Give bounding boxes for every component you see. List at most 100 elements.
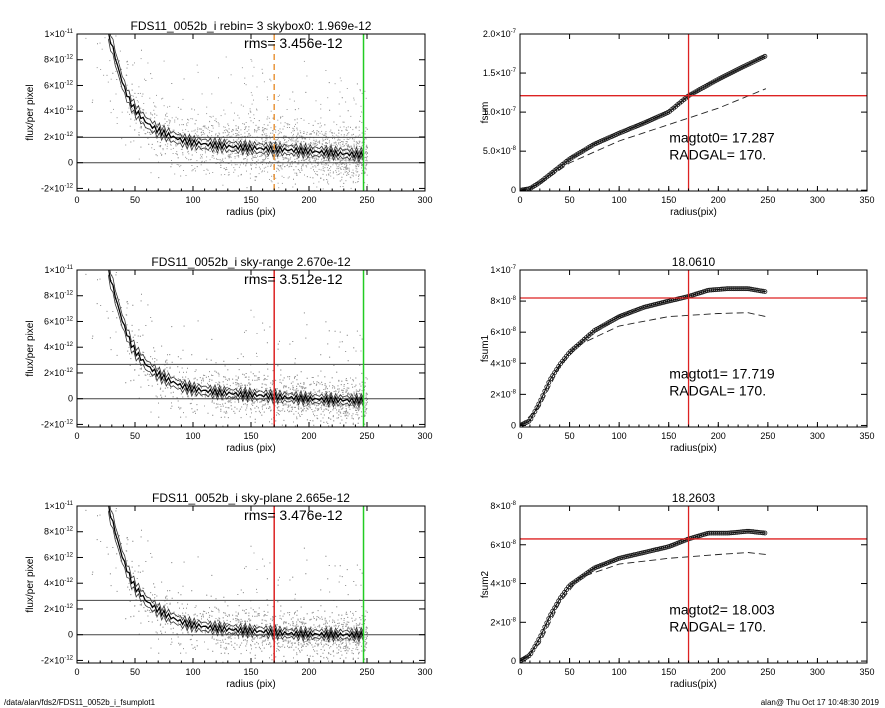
scatter-point <box>345 101 347 103</box>
scatter-point <box>345 151 347 153</box>
scatter-point <box>348 145 350 147</box>
scatter-point <box>158 402 159 404</box>
scatter-point <box>343 155 344 157</box>
scatter-point <box>225 387 227 389</box>
scatter-point <box>232 129 234 131</box>
scatter-point <box>360 159 362 161</box>
scatter-point <box>230 153 232 155</box>
scatter-point <box>250 408 252 410</box>
scatter-point <box>339 180 341 182</box>
scatter-point <box>263 146 265 147</box>
scatter-point <box>270 127 272 129</box>
scatter-point <box>345 422 347 424</box>
scatter-point <box>281 132 282 134</box>
scatter-point <box>168 124 170 126</box>
scatter-point <box>343 157 345 159</box>
scatter-point <box>358 408 360 410</box>
scatter-point <box>217 122 219 124</box>
scatter-point <box>308 399 310 401</box>
scatter-point <box>143 129 145 131</box>
scatter-point <box>244 132 246 134</box>
scatter-point <box>154 117 156 119</box>
scatter-point <box>165 114 167 116</box>
scatter-point <box>181 135 183 137</box>
scatter-point <box>342 168 344 170</box>
scatter-point <box>293 145 295 146</box>
scatter-point <box>221 141 223 143</box>
scatter-point <box>321 143 323 145</box>
y-tick-label: 2.0×10-7 <box>483 29 517 39</box>
scatter-point <box>204 147 206 149</box>
scatter-point <box>314 410 316 412</box>
y-axis-label: flux/per pixel <box>25 84 36 140</box>
scatter-point <box>207 136 209 138</box>
scatter-point <box>243 163 244 165</box>
scatter-point <box>244 77 246 79</box>
x-tick-label: 50 <box>130 195 140 205</box>
scatter-point <box>255 176 257 178</box>
scatter-point <box>360 115 361 117</box>
scatter-point <box>249 152 250 154</box>
scatter-point <box>278 141 280 143</box>
scatter-point <box>235 395 237 397</box>
scatter-point <box>316 428 317 429</box>
scatter-point <box>314 404 316 406</box>
scatter-point <box>292 127 294 129</box>
scatter-point <box>240 353 242 355</box>
scatter-point <box>287 406 289 408</box>
scatter-point <box>185 175 187 176</box>
scatter-point <box>224 140 226 142</box>
scatter-point <box>329 109 331 111</box>
scatter-point <box>197 134 199 136</box>
plot-area <box>520 34 867 191</box>
scatter-point <box>346 174 348 176</box>
scatter-point <box>127 64 129 65</box>
scatter-point <box>336 371 338 373</box>
scatter-point <box>161 345 163 347</box>
scatter-point <box>351 154 353 156</box>
scatter-point <box>275 143 276 145</box>
scatter-point <box>341 176 343 178</box>
scatter-point <box>215 382 217 383</box>
scatter-point <box>327 182 328 184</box>
scatter-point <box>237 358 239 359</box>
scatter-point <box>282 405 284 406</box>
scatter-point <box>310 142 312 144</box>
scatter-point <box>336 409 337 411</box>
scatter-point <box>282 143 284 145</box>
scatter-point <box>256 161 258 162</box>
scatter-point <box>352 413 354 415</box>
x-tick-label: 300 <box>417 195 432 205</box>
scatter-point <box>220 174 222 176</box>
scatter-point <box>254 156 255 158</box>
scatter-point <box>355 403 357 405</box>
scatter-point <box>315 158 317 159</box>
scatter-point <box>245 122 247 123</box>
scatter-point <box>170 144 172 146</box>
fsum-curve <box>520 55 767 191</box>
scatter-point <box>249 117 251 119</box>
scatter-point <box>330 158 332 160</box>
scatter-point <box>283 177 285 178</box>
x-tick-label: 150 <box>243 195 258 205</box>
scatter-point <box>236 130 238 131</box>
scatter-point <box>353 393 355 395</box>
scatter-point <box>271 151 273 153</box>
scatter-point <box>359 146 361 147</box>
scatter-point <box>340 163 342 165</box>
scatter-point <box>235 133 237 134</box>
scatter-point <box>185 156 187 158</box>
scatter-point <box>211 401 213 403</box>
scatter-point <box>333 391 335 392</box>
scatter-point <box>296 122 298 124</box>
scatter-point <box>201 128 203 130</box>
scatter-point <box>233 171 235 173</box>
scatter-point <box>357 142 359 144</box>
scatter-point <box>323 170 325 172</box>
scatter-point <box>230 102 232 104</box>
scatter-point <box>332 387 333 389</box>
scatter-point <box>353 391 355 393</box>
scatter-point <box>287 151 289 153</box>
scatter-point <box>313 156 315 157</box>
scatter-point <box>272 157 274 159</box>
